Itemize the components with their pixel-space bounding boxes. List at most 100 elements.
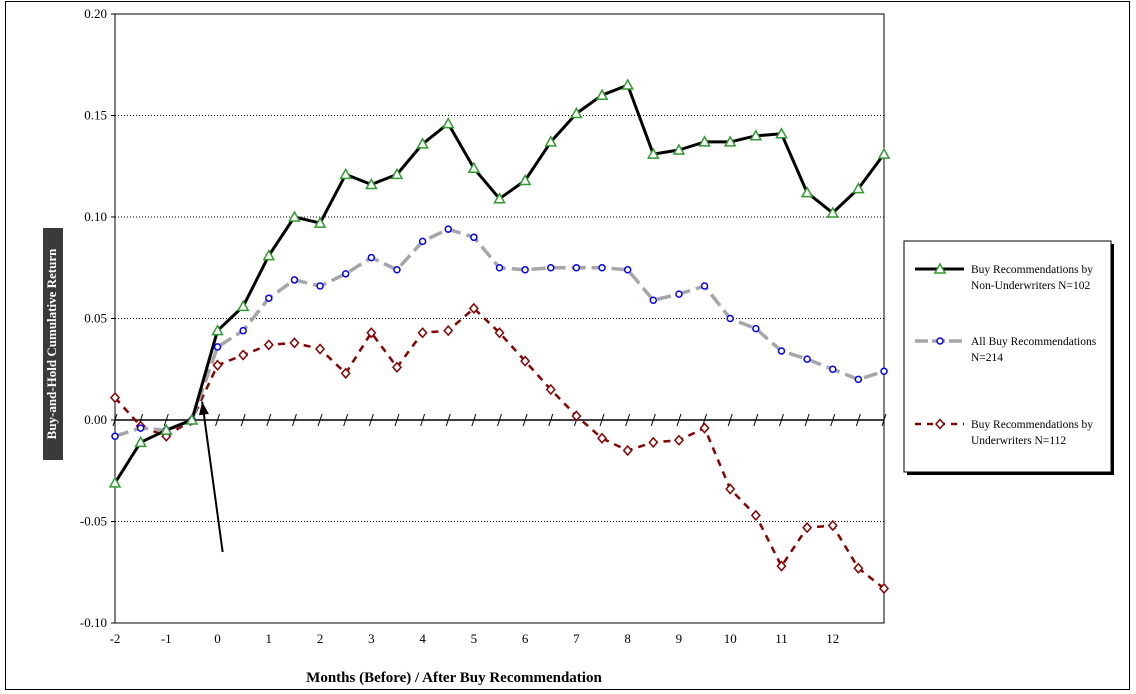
data-point-series-2 [700, 282, 709, 290]
data-point-series-3 [417, 327, 428, 339]
x-tick-mark [804, 413, 810, 427]
data-point-series-3 [545, 383, 556, 396]
data-point-series-3 [802, 521, 813, 534]
data-point-series-1 [262, 249, 276, 261]
data-point-series-1 [390, 167, 404, 180]
x-tick-mark [240, 413, 246, 427]
data-point-series-2 [111, 432, 119, 440]
data-point-series-2 [572, 264, 581, 272]
data-point-series-3 [212, 359, 223, 371]
x-tick-mark [650, 413, 656, 427]
data-point-series-2 [547, 264, 555, 272]
data-point-series-2 [393, 266, 401, 274]
data-point-series-2 [290, 276, 299, 284]
data-point-series-2 [828, 365, 837, 373]
data-point-series-1 [288, 210, 301, 222]
x-tick-mark [445, 413, 451, 427]
x-tick-label: 11 [775, 631, 788, 646]
data-point-series-1 [544, 135, 558, 147]
x-tick-label: -1 [161, 631, 172, 646]
x-tick-label: 12 [826, 631, 839, 646]
data-point-series-3 [340, 367, 351, 379]
x-tick-label: 0 [214, 631, 221, 646]
data-point-series-1 [852, 182, 865, 194]
data-point-series-1 [698, 135, 711, 147]
data-point-series-3 [520, 355, 531, 367]
x-tick-label: 5 [471, 631, 478, 646]
x-tick-mark [291, 413, 297, 427]
x-tick-mark [112, 413, 118, 427]
data-point-series-1 [595, 88, 609, 100]
data-point-series-1 [493, 192, 506, 204]
annotation-arrow-shaft [201, 401, 224, 553]
legend-swatch-marker-1 [933, 262, 947, 274]
x-tick-mark [830, 413, 836, 427]
data-point-series-1 [775, 127, 788, 139]
y-tick-label: 0.10 [84, 209, 107, 224]
data-point-series-1 [365, 177, 378, 190]
legend-label-2: All Buy Recommendations [971, 336, 1097, 348]
data-point-series-2 [777, 347, 786, 355]
x-tick-mark [753, 413, 759, 427]
data-point-series-2 [675, 290, 683, 298]
legend-label-3: Underwriters N=112 [971, 435, 1066, 447]
x-tick-mark [317, 413, 323, 427]
data-point-series-3 [238, 349, 249, 361]
x-tick-mark [163, 413, 169, 427]
data-point-series-3 [468, 302, 479, 314]
x-tick-mark [343, 413, 349, 427]
data-point-series-2 [418, 237, 427, 246]
y-tick-label: 0.00 [84, 412, 107, 427]
data-point-series-1 [185, 413, 199, 425]
data-point-series-1 [826, 206, 840, 218]
x-tick-label: 9 [676, 631, 683, 646]
data-point-series-3 [750, 509, 761, 522]
data-point-series-2 [367, 253, 376, 262]
y-tick-label: 0.15 [84, 108, 107, 123]
data-point-series-2 [316, 282, 324, 290]
data-point-series-2 [623, 266, 632, 274]
data-point-series-3 [622, 444, 633, 457]
x-tick-mark [548, 413, 554, 427]
data-point-series-2 [265, 294, 273, 302]
x-tick-mark [778, 413, 784, 427]
data-point-series-1 [134, 435, 147, 448]
y-tick-label: -0.10 [80, 615, 107, 630]
annotation-arrowhead [198, 401, 209, 416]
legend-swatch-marker-2 [936, 337, 944, 345]
data-point-series-1 [339, 167, 352, 180]
data-point-series-1 [672, 143, 686, 155]
data-point-series-1 [159, 423, 173, 435]
data-point-series-3 [315, 343, 326, 355]
data-point-series-3 [725, 483, 736, 495]
data-point-series-1 [877, 147, 891, 159]
data-point-series-2 [213, 343, 222, 351]
x-tick-mark [599, 413, 605, 427]
data-point-series-2 [470, 233, 478, 242]
data-point-series-2 [752, 324, 760, 333]
x-tick-label: 6 [522, 631, 529, 646]
data-point-series-1 [621, 78, 634, 90]
legend-swatch-marker-3 [934, 418, 946, 430]
data-point-series-1 [570, 106, 583, 119]
data-point-series-2 [136, 424, 145, 432]
data-point-series-1 [647, 147, 660, 159]
data-point-series-3 [263, 339, 274, 351]
data-point-series-2 [341, 270, 350, 278]
data-point-series-3 [776, 560, 787, 572]
data-point-series-1 [518, 173, 532, 186]
data-point-series-3 [494, 327, 505, 339]
x-tick-mark [394, 413, 400, 427]
y-axis-label-background [43, 228, 63, 460]
y-tick-label: -0.05 [80, 514, 107, 529]
data-point-series-3 [366, 327, 377, 339]
x-tick-label: 10 [724, 631, 737, 646]
x-tick-label: 2 [317, 631, 324, 646]
x-tick-mark [625, 413, 631, 427]
data-point-series-1 [749, 129, 763, 141]
x-tick-label: -2 [110, 631, 121, 646]
x-tick-label: 1 [266, 631, 273, 646]
x-tick-mark [215, 413, 221, 427]
x-tick-label: 4 [419, 631, 426, 646]
